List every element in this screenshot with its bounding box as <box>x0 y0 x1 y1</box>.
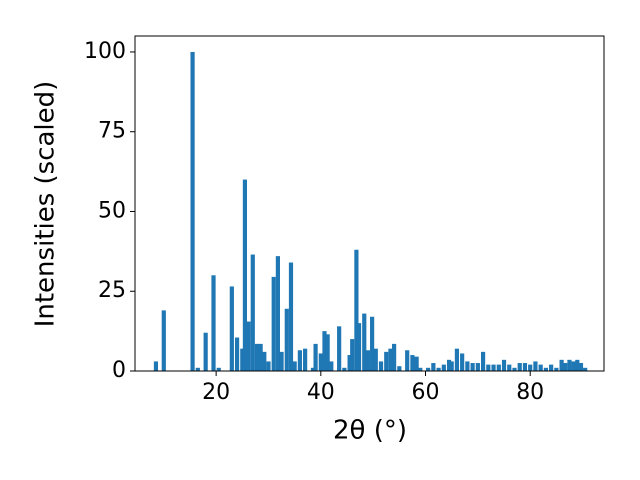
bar <box>549 364 554 371</box>
bar <box>284 308 289 371</box>
bar <box>262 351 267 371</box>
y-tick-label: 25 <box>98 278 126 303</box>
bar <box>575 359 580 371</box>
bar <box>533 361 538 371</box>
bar <box>354 249 359 371</box>
bar <box>507 364 512 371</box>
bar <box>460 353 465 371</box>
bar <box>522 363 528 371</box>
bar <box>454 348 460 371</box>
bar <box>325 334 330 371</box>
bar <box>313 343 318 371</box>
bar <box>266 361 271 371</box>
bar <box>242 179 248 371</box>
bar <box>517 363 522 371</box>
bar <box>190 51 195 371</box>
bar <box>195 367 200 371</box>
bar <box>303 348 308 371</box>
bar <box>559 359 564 371</box>
bar <box>543 367 548 371</box>
bar <box>310 367 316 371</box>
bar <box>410 355 415 371</box>
bar <box>216 367 221 371</box>
y-tick-label: 100 <box>84 39 126 64</box>
y-tick-label: 75 <box>98 119 126 144</box>
bar <box>350 339 355 371</box>
bar <box>362 313 367 371</box>
bar <box>347 355 352 371</box>
x-axis-label: 2θ (°) <box>333 416 407 446</box>
bar <box>392 343 397 371</box>
bar <box>250 254 255 371</box>
bar <box>583 367 588 371</box>
bar <box>426 367 431 371</box>
y-axis-label: Intensities (scaled) <box>31 81 61 328</box>
bar <box>441 364 446 371</box>
bar <box>161 310 166 371</box>
bar <box>288 262 294 371</box>
bar <box>365 350 371 371</box>
bar <box>475 363 480 371</box>
bar <box>388 348 393 371</box>
bar <box>322 331 327 371</box>
bar <box>258 343 263 371</box>
bar <box>480 351 486 371</box>
bar <box>563 363 568 371</box>
bar <box>486 364 491 371</box>
bar <box>342 367 347 371</box>
bar <box>470 363 475 371</box>
bar <box>229 286 234 371</box>
bar <box>405 350 410 371</box>
bar <box>491 364 496 371</box>
bar <box>292 361 297 371</box>
bar <box>356 323 362 371</box>
bar <box>449 361 454 371</box>
bar <box>528 364 533 371</box>
bar <box>578 363 584 371</box>
bar <box>431 363 436 371</box>
bar <box>337 326 342 371</box>
bar <box>254 343 260 371</box>
bar <box>297 350 302 371</box>
bar <box>567 359 572 371</box>
bar <box>538 364 543 371</box>
plot-frame <box>134 35 605 372</box>
bar <box>329 361 334 371</box>
bar <box>414 356 419 371</box>
bar <box>496 364 501 371</box>
bar <box>318 353 323 371</box>
bar <box>436 367 441 371</box>
bar <box>246 321 251 371</box>
x-tick-label: 80 <box>516 380 544 405</box>
bar <box>397 366 402 371</box>
y-tick-label: 0 <box>112 358 126 383</box>
bar <box>501 359 507 371</box>
bar <box>234 337 240 371</box>
x-tick-label: 60 <box>412 380 440 405</box>
bar <box>240 348 245 371</box>
bar <box>571 361 576 371</box>
bar <box>384 351 389 371</box>
bar <box>373 348 378 371</box>
bar <box>275 256 280 371</box>
x-tick-label: 40 <box>307 380 335 405</box>
bar <box>554 367 559 371</box>
bar <box>465 361 470 371</box>
bar <box>512 367 517 371</box>
y-tick-label: 50 <box>98 198 126 223</box>
bar <box>418 367 423 371</box>
bar <box>279 351 284 371</box>
bar <box>271 276 276 371</box>
bar <box>370 316 375 371</box>
bar <box>378 361 384 371</box>
x-tick-label: 20 <box>202 380 230 405</box>
bar <box>203 332 208 371</box>
bar <box>446 359 452 371</box>
bar <box>153 361 159 371</box>
bar <box>211 275 216 371</box>
